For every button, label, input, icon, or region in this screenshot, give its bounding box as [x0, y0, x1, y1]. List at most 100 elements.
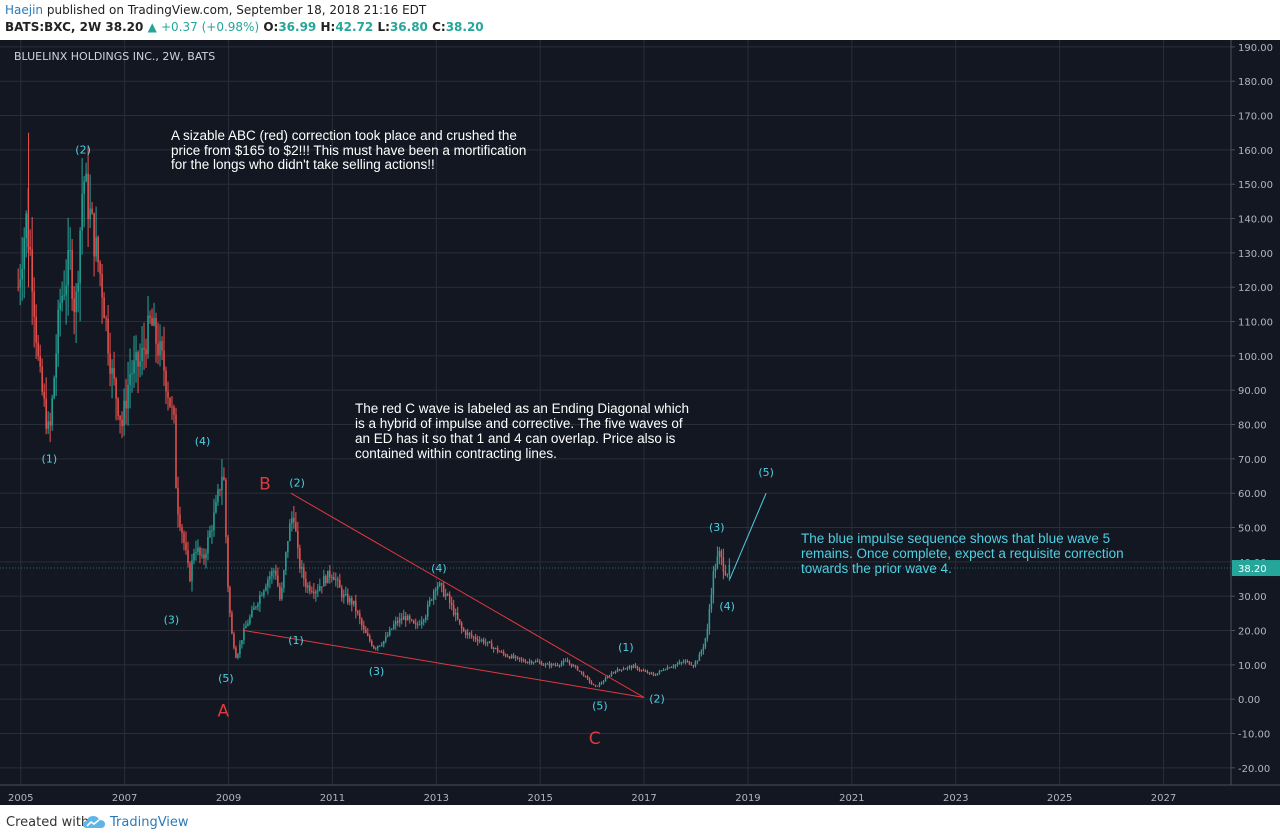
candle-body	[494, 647, 497, 649]
candle-body	[428, 599, 431, 605]
candle-body	[648, 672, 651, 674]
y-tick-label: 30.00	[1238, 592, 1267, 603]
x-tick-label: 2011	[320, 793, 345, 804]
chart-area[interactable]: (1) (2) (3) (4) (5) (1) (2) (3) (4) (5) (2) (1) (3) (…	[0, 40, 1280, 805]
y-tick-label: 20.00	[1238, 627, 1267, 638]
candle-body	[394, 621, 397, 625]
candle-body	[692, 665, 695, 667]
candle-body	[271, 571, 273, 577]
candle-body	[197, 547, 199, 552]
symbol-interval: BATS:BXC, 2W	[5, 20, 102, 34]
candle-body	[269, 576, 271, 580]
candle-body	[311, 591, 313, 593]
candle-body	[351, 598, 353, 605]
candle-body	[141, 347, 143, 362]
candle-body	[79, 230, 81, 284]
y-tick-label: 110.00	[1238, 318, 1273, 329]
candle-body	[594, 685, 597, 687]
candle-body	[568, 662, 571, 664]
candle-body	[177, 488, 179, 515]
candle-body	[275, 570, 277, 576]
y-tick-label: 90.00	[1238, 386, 1267, 397]
candle-body	[676, 663, 679, 665]
author-link[interactable]: Haejin	[5, 3, 44, 17]
close-label: C:	[432, 20, 446, 34]
wave-label: B	[259, 475, 271, 495]
candle-body	[534, 661, 537, 663]
candle-body	[185, 542, 187, 551]
candle-body	[674, 664, 677, 667]
candle-body	[103, 297, 105, 319]
tradingview-brand[interactable]: TradingView	[110, 815, 189, 830]
candle-body	[626, 667, 629, 669]
candle-body	[552, 663, 555, 665]
candle-body	[554, 664, 557, 666]
candle-body	[448, 594, 451, 603]
candle-body	[628, 666, 631, 668]
y-tick-label: 100.00	[1238, 352, 1273, 363]
price-axis[interactable]: 190.00 180.00 170.00 160.00 150.00 140.00 130.…	[0, 40, 1280, 805]
annotation-line: is a hybrid of impulse and corrective. T…	[355, 416, 683, 431]
annotation-line: The blue impulse sequence shows that blu…	[801, 531, 1110, 546]
price-change: +0.37 (+0.98%)	[161, 20, 260, 34]
candle-body	[355, 600, 357, 612]
candle-body	[383, 641, 385, 645]
close-value: 38.20	[445, 20, 484, 34]
candle-body	[261, 595, 263, 597]
candle-body	[456, 612, 459, 620]
candle-body	[331, 577, 333, 579]
candle-body	[556, 665, 559, 667]
candles	[17, 132, 731, 688]
candle-body	[131, 373, 133, 375]
candle-body	[620, 669, 623, 671]
y-tick-label: 10.00	[1238, 661, 1267, 672]
candle-body	[147, 315, 149, 355]
candle-body	[221, 476, 223, 491]
candle-body	[97, 237, 99, 263]
candle-body	[241, 640, 243, 645]
y-tick-label: 0.00	[1238, 695, 1260, 706]
candle-body	[444, 594, 447, 597]
candle-body	[33, 291, 35, 317]
candle-body	[265, 586, 267, 591]
wave-label: A	[218, 701, 230, 721]
candle-body	[129, 374, 131, 385]
annotation-line: an ED has it so that 1 and 4 can overlap…	[355, 431, 676, 446]
time-axis[interactable]: 2005 2007 2009 2011 2013 2015 2017 2019 2021 2023…	[0, 784, 1280, 804]
candle-body	[720, 551, 723, 558]
price-chart[interactable]: (1) (2) (3) (4) (5) (1) (2) (3) (4) (5) (2) (1) (3) (…	[0, 40, 1280, 805]
candle-body	[239, 644, 241, 655]
y-tick-label: 70.00	[1238, 455, 1267, 466]
candle-body	[660, 670, 663, 672]
y-tick-label: 130.00	[1238, 249, 1273, 260]
candle-body	[381, 644, 383, 646]
wave-label: (2)	[75, 143, 91, 156]
candle-body	[315, 591, 317, 594]
wave-label: (4)	[719, 600, 735, 613]
candle-body	[173, 407, 175, 415]
candle-body	[504, 654, 507, 657]
candle-body	[145, 349, 147, 355]
footer: Created with TradingView	[0, 806, 1280, 839]
candle-body	[514, 656, 517, 658]
wave-label: (5)	[758, 466, 774, 479]
candle-body	[408, 615, 411, 620]
candle-body	[716, 556, 719, 569]
candle-body	[614, 671, 617, 673]
candle-body	[580, 671, 583, 673]
candle-body	[45, 398, 47, 429]
candle-body	[209, 530, 211, 537]
publish-line: Haejin published on TradingView.com, Sep…	[5, 3, 426, 17]
open-label: O:	[263, 20, 279, 34]
candle-body	[257, 604, 259, 607]
candle-body	[464, 631, 467, 635]
candle-body	[548, 663, 551, 667]
candle-body	[39, 356, 41, 367]
candle-body	[686, 660, 689, 662]
candle-body	[680, 662, 683, 664]
candle-body	[654, 675, 657, 677]
candle-body	[492, 647, 495, 649]
candle-body	[277, 575, 279, 587]
candle-body	[488, 641, 491, 643]
quote-line: BATS:BXC, 2W 38.20 ▲ +0.37 (+0.98%) O:36…	[5, 20, 484, 34]
